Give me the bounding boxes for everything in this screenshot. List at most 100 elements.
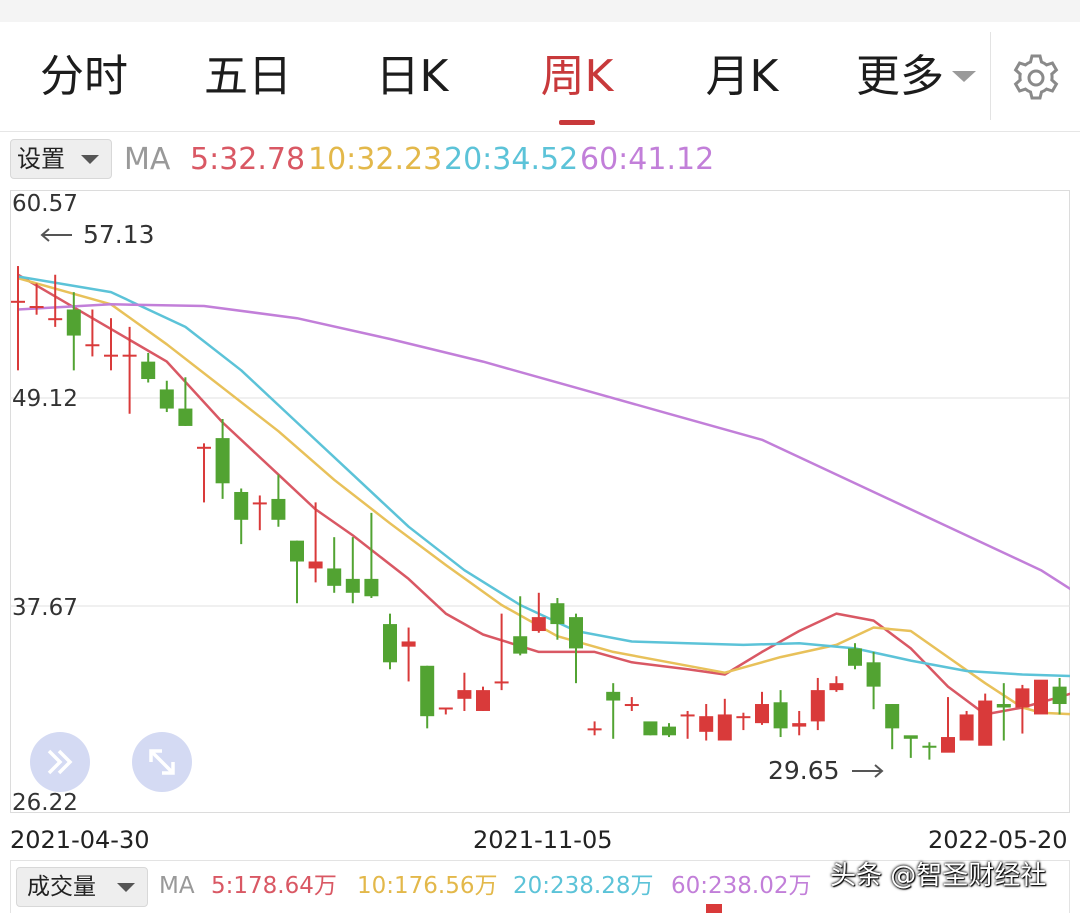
candle-body [420, 665, 435, 717]
ma5-line [17, 273, 1070, 716]
min-annotation: 29.65 [768, 756, 884, 785]
candle-body [1052, 686, 1067, 705]
candle-body [885, 704, 900, 729]
settings-label: 设置 [17, 145, 65, 173]
caret-down-icon [117, 883, 135, 892]
candle-body [606, 691, 621, 701]
candle-body [178, 408, 193, 426]
arrow-left-head [40, 228, 50, 242]
candle-body [122, 354, 137, 357]
x-tick-start: 2021-04-30 [10, 826, 150, 854]
y-tick-49-12: 49.12 [12, 386, 78, 412]
candle-body [531, 617, 546, 632]
candle-body [978, 700, 993, 746]
status-strip [0, 0, 1080, 22]
candle-body [903, 735, 918, 739]
candle-body [104, 354, 118, 357]
candle-body [662, 726, 676, 736]
candle-body [494, 681, 509, 684]
y-tick-bottom: 26.22 [12, 790, 78, 813]
volume-indicator-label: 成交量 [27, 874, 96, 900]
tab-weekly-k[interactable]: 周K [540, 51, 614, 102]
candle-body [29, 306, 44, 309]
candles [11, 266, 1067, 760]
candle-body [699, 716, 714, 732]
caret-down-icon [952, 70, 976, 82]
candle-body [717, 714, 732, 741]
tab-monthly-k[interactable]: 月K [705, 51, 779, 102]
candle-body [643, 721, 658, 736]
volume-bar [706, 904, 722, 913]
candle-body [959, 714, 974, 741]
period-tab-bar: 分时 五日 日K 周K 月K 更多 [0, 22, 1080, 132]
candle-body [11, 300, 25, 303]
candle-body [66, 309, 81, 336]
candle-body [1015, 688, 1030, 708]
candle-body [476, 690, 490, 711]
kline-chart-svg: 60.57 49.12 37.67 26.22 57.13 29.65 [10, 190, 1070, 813]
candle-body [1034, 679, 1048, 715]
volume-legend-row: 成交量 MA 5:178.64万 10:176.56万 20:238.28万 6… [10, 860, 1070, 913]
candle-body [941, 737, 955, 753]
expand-button[interactable] [132, 732, 192, 792]
candle-body [234, 491, 249, 520]
candle-body [773, 702, 788, 729]
y-tick-37-67: 37.67 [12, 595, 78, 621]
candle-body [141, 361, 156, 380]
settings-dropdown[interactable]: 设置 [10, 139, 112, 179]
caret-down-icon [81, 155, 99, 164]
volume-indicator-dropdown[interactable]: 成交量 [16, 867, 148, 907]
candle-body [624, 704, 639, 707]
volume-ma60-value: 60:238.02万 [671, 873, 812, 899]
candle-body [438, 707, 453, 710]
chart-border [10, 190, 1070, 813]
candle-body [587, 728, 602, 731]
candle-body [364, 578, 379, 597]
candle-body [792, 723, 807, 727]
arrow-right-head [874, 764, 884, 778]
candle-body [922, 745, 937, 748]
volume-ma20-value: 20:238.28万 [513, 873, 654, 899]
tab-divider [990, 32, 991, 120]
ma10-value: 10:32.23 [308, 142, 443, 177]
tab-daily-k[interactable]: 日K [375, 51, 449, 102]
fast-forward-icon [47, 749, 73, 775]
ma-label: MA [124, 142, 171, 177]
tab-more[interactable]: 更多 [846, 52, 986, 102]
watermark: 头条 @智圣财经社 [830, 861, 1047, 891]
candle-body [550, 603, 565, 625]
candle-body [215, 438, 230, 484]
ma-legend-row: 设置 MA 5:32.78 10:32.23 20:34.52 60:41.12 [0, 136, 1080, 186]
tab-five-day[interactable]: 五日 [204, 51, 292, 102]
ma20-value: 20:34.52 [444, 142, 579, 177]
volume-ma-label: MA [159, 873, 195, 899]
min-price-label: 29.65 [768, 756, 840, 785]
gear-icon[interactable] [1010, 52, 1062, 104]
candle-body [401, 641, 416, 647]
x-tick-middle: 2021-11-05 [473, 826, 613, 854]
volume-ma10-value: 10:176.56万 [357, 873, 498, 899]
candle-body [85, 344, 100, 347]
kline-chart[interactable]: 60.57 49.12 37.67 26.22 57.13 29.65 [10, 190, 1070, 813]
candle-body [755, 704, 769, 724]
candle-body [848, 648, 862, 666]
candle-body [996, 704, 1011, 708]
candle-body [513, 636, 528, 654]
active-tab-indicator [559, 120, 595, 125]
candle-body [197, 446, 211, 449]
x-tick-end: 2022-05-20 [928, 826, 1068, 854]
candle-body [290, 540, 304, 562]
ma60-line [17, 303, 1070, 591]
candle-body [569, 617, 583, 649]
tab-intraday[interactable]: 分时 [40, 51, 128, 102]
candle-body [308, 561, 323, 569]
volume-ma5-value: 5:178.64万 [211, 873, 337, 899]
fast-forward-button[interactable] [30, 732, 90, 792]
max-price-label: 57.13 [83, 220, 155, 249]
y-tick-top: 60.57 [12, 191, 78, 217]
ma60-value: 60:41.12 [580, 142, 715, 177]
max-annotation: 57.13 [40, 220, 155, 249]
candle-body [457, 690, 472, 699]
candle-body [829, 683, 844, 691]
candle-body [271, 498, 286, 520]
